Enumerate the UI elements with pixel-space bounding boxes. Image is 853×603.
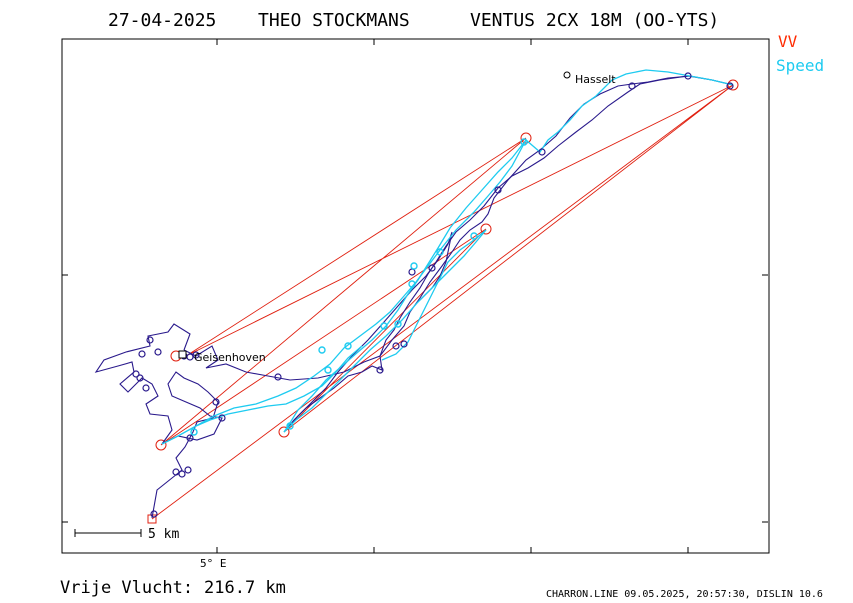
distance-value: 216.7 km [204, 578, 286, 598]
flight-date: 27-04-2025 [108, 10, 216, 31]
turnpoint-marker [278, 426, 290, 438]
turnpoint-markers [147, 79, 739, 524]
turnpoint-marker [520, 132, 532, 144]
turnpoint-marker [727, 79, 739, 91]
place-label-geisenhoven: Geisenhoven [194, 351, 266, 364]
legend-vv: VV [778, 32, 798, 51]
turnpoint-marker [480, 223, 492, 235]
legend-speed: Speed [776, 56, 824, 75]
place-label-hasselt: Hasselt [575, 73, 616, 86]
turnpoint-marker [155, 439, 167, 451]
speed-markers [190, 138, 528, 436]
axis-ticks [62, 39, 768, 553]
map-frame [61, 38, 770, 554]
thermal-markers [132, 72, 734, 518]
place-marker [178, 350, 187, 359]
longitude-label: 5° E [200, 557, 227, 570]
scale-bar [74, 529, 142, 537]
speed-track [161, 69, 734, 445]
flight-track [94, 75, 734, 519]
place-marker [563, 71, 571, 79]
scale-label: 5 km [148, 527, 179, 542]
glider-name: VENTUS 2CX 18M (OO-YTS) [470, 10, 719, 31]
credit-line: CHARRON.LINE 09.05.2025, 20:57:30, DISLI… [546, 589, 823, 600]
task-legs [151, 84, 734, 520]
distance-label: Vrije Vlucht: [60, 578, 193, 598]
pilot-name: THEO STOCKMANS [258, 10, 410, 31]
